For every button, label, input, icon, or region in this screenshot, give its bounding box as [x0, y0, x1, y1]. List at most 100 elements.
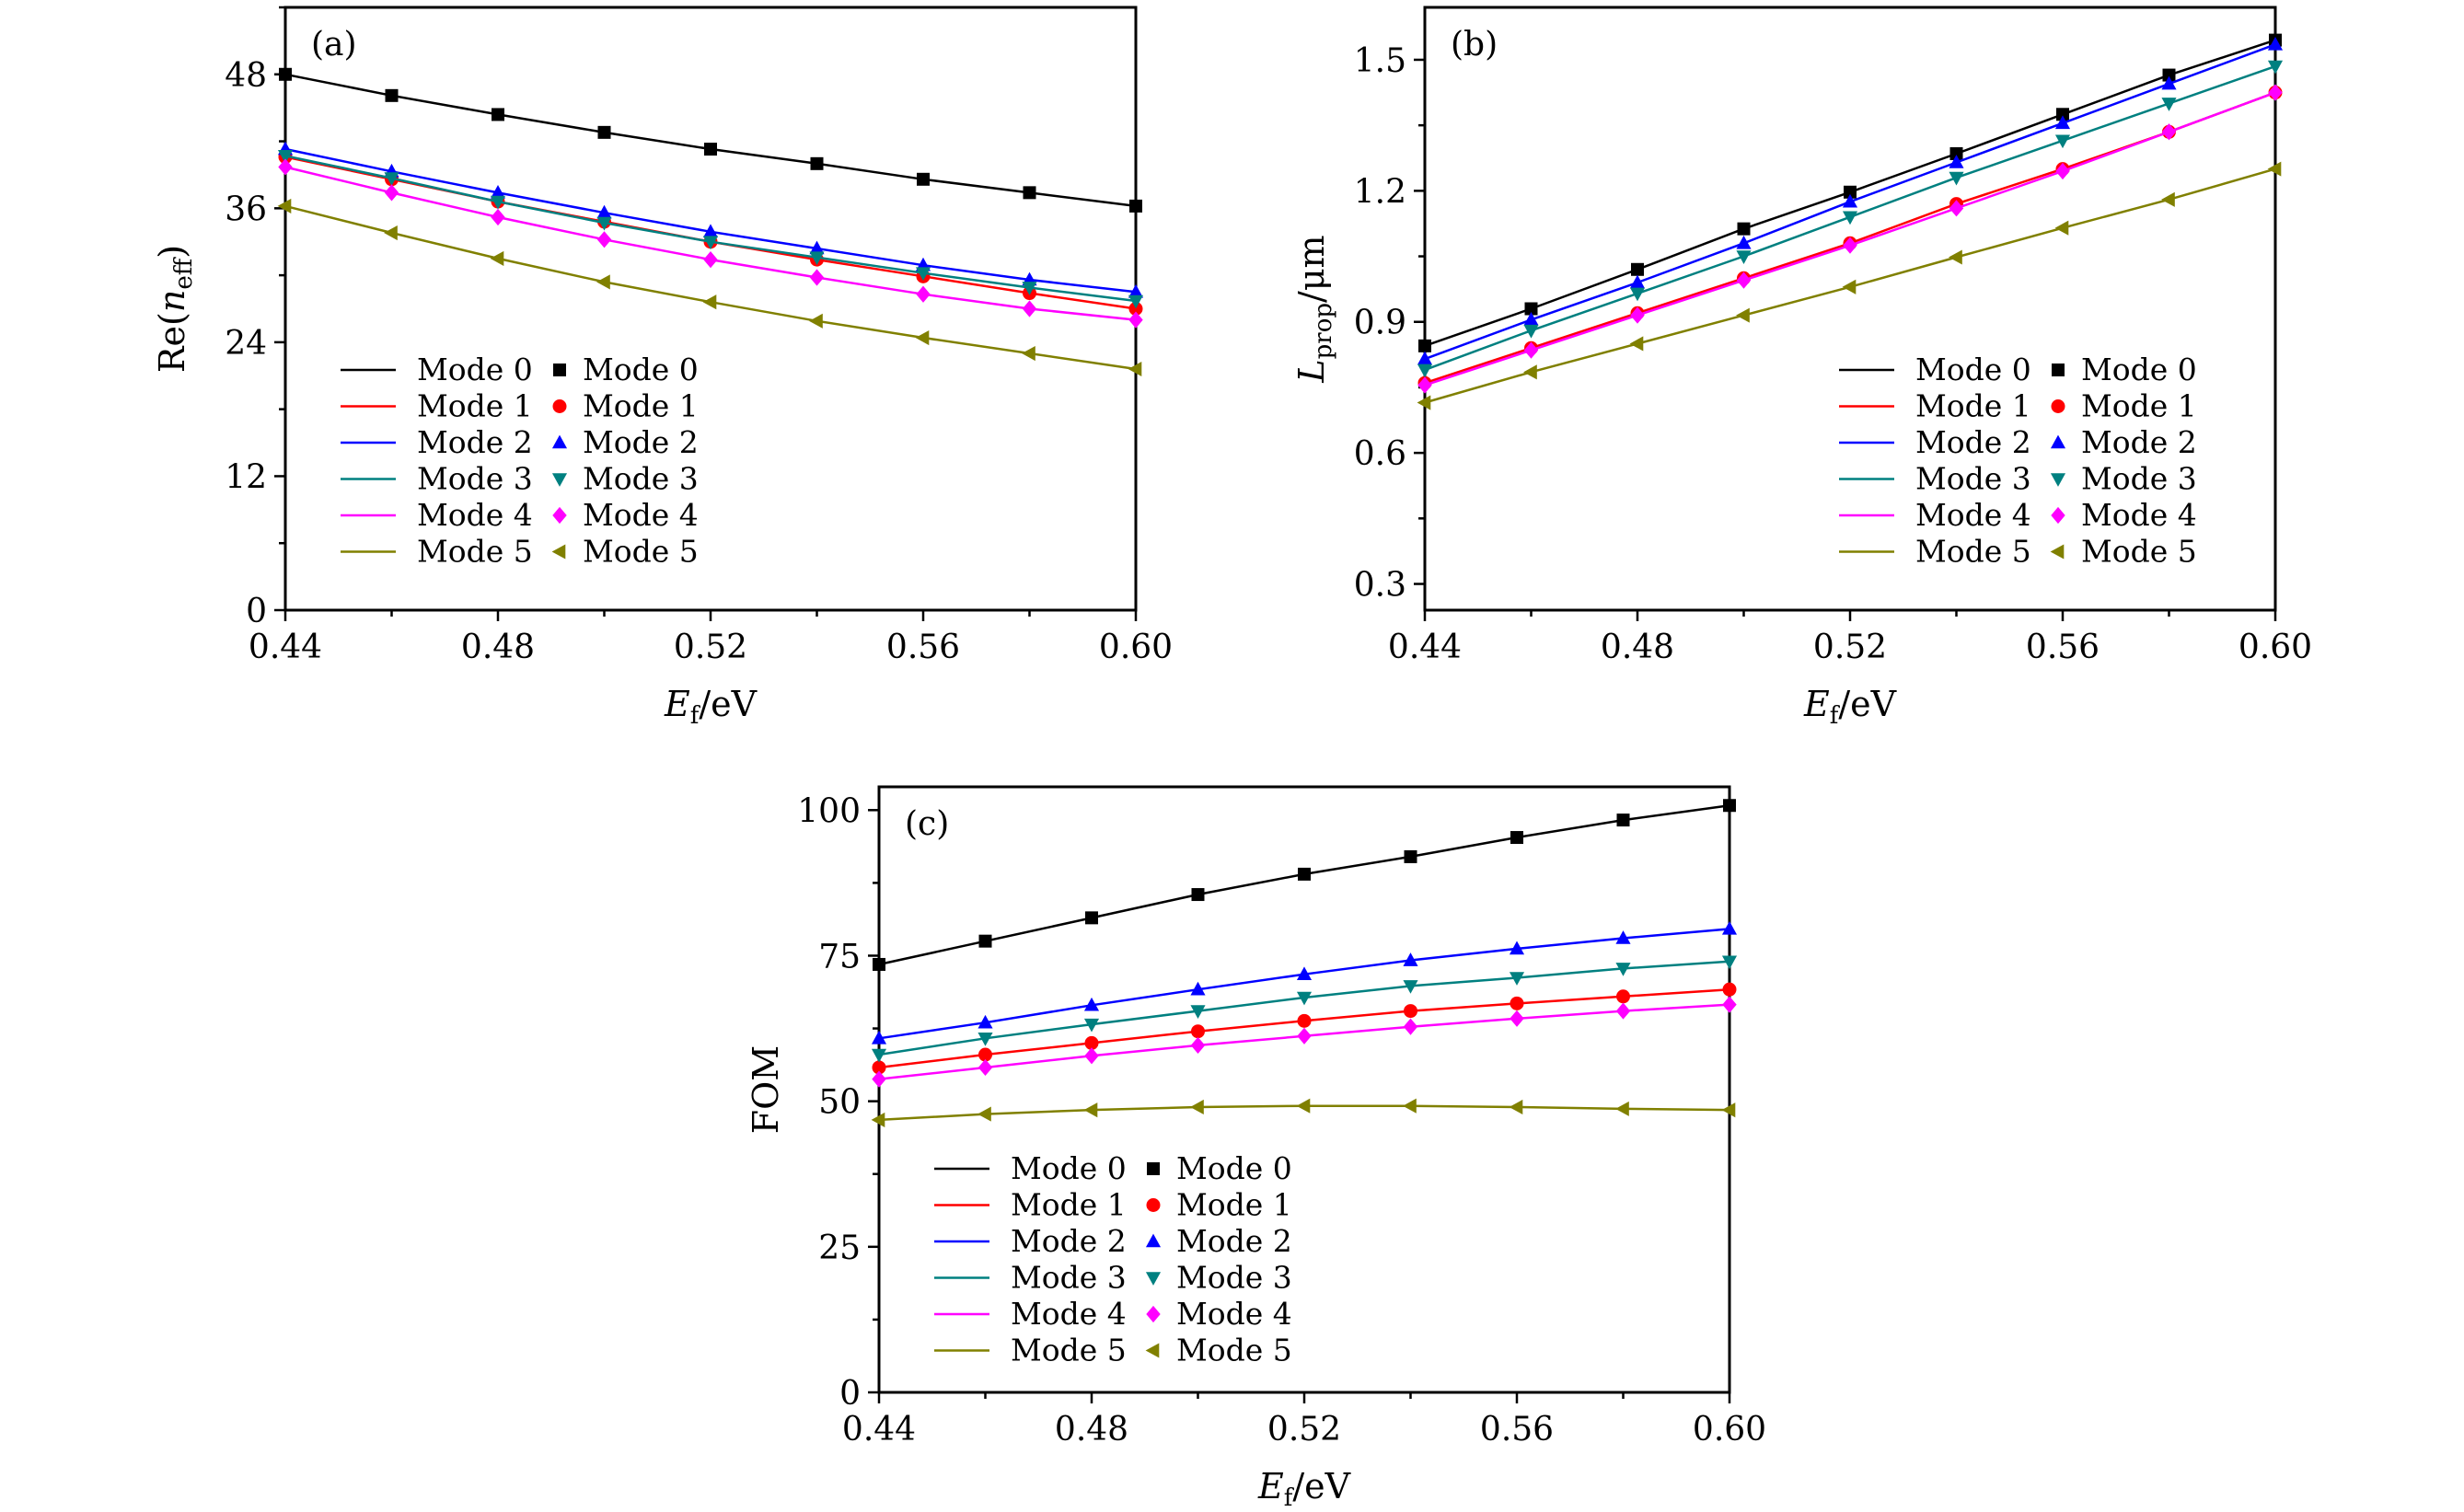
data-point-mode-0: [1418, 339, 1431, 352]
x-tick-label: 0.48: [1601, 629, 1674, 666]
legend-label: Mode 2: [2081, 424, 2197, 460]
data-point-mode-5: [384, 225, 398, 241]
data-point-mode-5: [596, 274, 610, 290]
data-point-mode-4: [1843, 237, 1857, 254]
data-point-mode-4: [1417, 376, 1432, 394]
y-tick-label: 0: [839, 1375, 861, 1413]
data-point-mode-0: [385, 88, 399, 102]
legend-label: Mode 3: [2081, 461, 2197, 497]
y-tick-label: 24: [225, 325, 267, 363]
data-point-mode-3: [702, 236, 719, 250]
legend-label: Mode 5: [1011, 1333, 1127, 1368]
data-point-mode-2: [809, 240, 825, 255]
data-point-mode-1: [1128, 302, 1143, 316]
data-point-mode-3: [1083, 1018, 1100, 1033]
legend-marker-mode-0: [553, 364, 566, 376]
data-point-mode-4: [2161, 123, 2177, 141]
data-point-mode-5: [809, 313, 823, 329]
data-point-mode-2: [1629, 274, 1646, 289]
data-point-mode-1: [1510, 996, 1524, 1010]
y-tick-label: 25: [818, 1229, 861, 1267]
legend-marker-mode-3: [1145, 1272, 1162, 1286]
data-point-mode-4: [384, 184, 399, 202]
data-point-mode-2: [1417, 351, 1433, 365]
data-point-mode-4: [809, 269, 825, 286]
data-point-mode-2: [596, 204, 612, 219]
data-point-mode-5: [978, 1106, 991, 1122]
legend-label: Mode 3: [583, 461, 699, 497]
data-point-mode-4: [1722, 996, 1737, 1013]
data-point-mode-3: [2161, 98, 2177, 111]
legend-label: Mode 5: [583, 534, 699, 570]
series-line-mode-2: [284, 147, 1137, 294]
plot-frame: [283, 6, 1138, 612]
x-tick-label: 0.60: [2238, 629, 2312, 666]
data-point-mode-3: [384, 172, 399, 186]
legend-label: Mode 5: [1176, 1333, 1292, 1368]
data-point-mode-3: [871, 1048, 887, 1063]
data-point-mode-2: [1721, 920, 1738, 935]
legend-label: Mode 1: [1176, 1187, 1292, 1223]
data-point-mode-0: [1949, 147, 1963, 161]
data-point-mode-0: [704, 143, 717, 156]
data-point-mode-0: [917, 172, 930, 186]
data-point-mode-3: [1509, 972, 1525, 986]
data-point-mode-2: [1190, 981, 1206, 996]
x-tick-label: 0.48: [1055, 1411, 1128, 1449]
y-tick-label: 0.3: [1354, 567, 1406, 605]
data-point-mode-4: [1022, 300, 1037, 317]
legend-label: Mode 0: [2081, 352, 2197, 387]
y-tick-label: 12: [225, 458, 267, 496]
legend-label: Mode 2: [583, 424, 699, 460]
data-point-mode-0: [597, 125, 611, 139]
x-tick-label: 0.48: [461, 629, 535, 666]
y-axis-title: Re(neff): [152, 245, 198, 373]
data-point-mode-3: [2267, 60, 2284, 75]
legend-label: Mode 0: [1011, 1150, 1127, 1186]
legend-label: Mode 3: [1915, 461, 2031, 497]
legend-label: Mode 4: [1176, 1296, 1292, 1332]
y-tick-label: 36: [225, 190, 267, 228]
data-point-mode-0: [873, 957, 885, 971]
legend-marker-mode-0: [1147, 1162, 1160, 1175]
data-point-mode-0: [2056, 108, 2069, 121]
data-point-mode-5: [2054, 220, 2069, 236]
panel-label: (a): [311, 26, 357, 63]
x-tick-label: 0.52: [1813, 629, 1887, 666]
data-point-mode-5: [1190, 1099, 1204, 1115]
data-point-mode-5: [702, 294, 717, 310]
legend-label: Mode 1: [1011, 1187, 1127, 1223]
legend-label: Mode 1: [417, 388, 533, 424]
data-point-mode-2: [1523, 311, 1539, 326]
data-point-mode-2: [1083, 997, 1100, 1011]
legend-marker-mode-0: [2052, 364, 2065, 376]
data-point-mode-0: [279, 67, 292, 81]
legend-label: Mode 2: [1011, 1223, 1127, 1259]
legend-marker-mode-4: [1146, 1305, 1161, 1323]
legend-label: Mode 4: [1011, 1296, 1127, 1332]
y-tick-label: 0: [246, 593, 267, 630]
data-point-mode-0: [1191, 888, 1205, 902]
data-point-mode-5: [1083, 1102, 1098, 1118]
data-point-mode-0: [1844, 185, 1857, 199]
data-point-mode-2: [2161, 75, 2177, 90]
data-point-mode-0: [1616, 814, 1630, 827]
legend-marker-mode-2: [2050, 434, 2066, 449]
data-point-mode-2: [2267, 36, 2284, 51]
data-point-mode-4: [916, 285, 931, 303]
data-point-mode-2: [490, 184, 506, 199]
legend-marker-mode-3: [551, 473, 568, 487]
y-axis-title: FOM: [746, 1045, 786, 1134]
data-point-mode-3: [1022, 282, 1037, 295]
data-point-mode-3: [1128, 294, 1144, 309]
x-tick-label: 0.56: [886, 629, 960, 666]
data-point-mode-5: [277, 198, 292, 214]
data-point-mode-3: [1949, 171, 1964, 186]
data-point-mode-4: [1615, 1002, 1631, 1020]
data-point-mode-5: [2161, 191, 2175, 207]
data-point-mode-2: [1509, 941, 1525, 955]
data-point-mode-3: [1296, 991, 1313, 1006]
data-point-mode-2: [1842, 193, 1858, 208]
legend-label: Mode 3: [1176, 1260, 1292, 1296]
